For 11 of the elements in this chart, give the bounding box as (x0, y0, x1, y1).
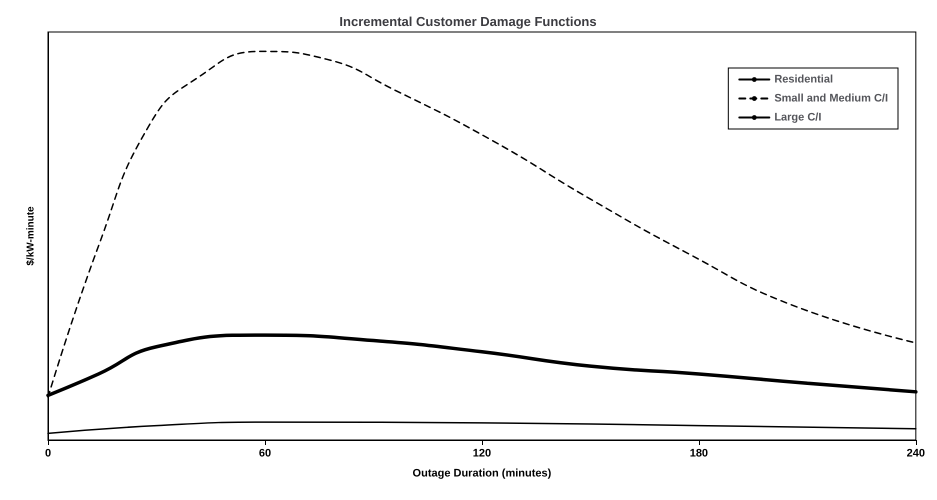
legend-label: Small and Medium C/I (774, 92, 888, 104)
x-tick-label: 240 (906, 448, 926, 460)
legend-label: Large C/I (774, 112, 822, 124)
y-axis-title: $/kW-minute (26, 206, 36, 266)
chart-title: Incremental Customer Damage Functions (339, 14, 597, 29)
legend-label: Residential (774, 74, 834, 86)
x-tick-label: 120 (472, 448, 492, 460)
x-tick-label: 0 (44, 448, 52, 460)
x-tick-label: 60 (258, 448, 272, 460)
x-axis-title: Outage Duration (minutes) (412, 468, 552, 480)
x-tick-label: 180 (690, 448, 708, 460)
